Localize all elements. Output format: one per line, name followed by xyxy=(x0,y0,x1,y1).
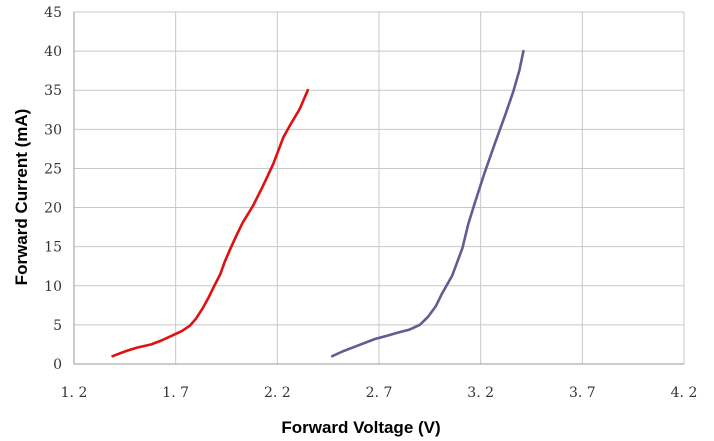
chart-tick-labels: 0 5 10 15 20 25 30 35 40 45 1. 2 1. 7 2. 2 2. 7 3. 2 3.… xyxy=(44,5,697,401)
y-tick-label: 35 xyxy=(44,83,62,99)
series-line-1 xyxy=(111,88,310,358)
y-axis-title: Forward Current (mA) xyxy=(12,109,31,286)
y-tick-label: 25 xyxy=(44,161,62,177)
x-tick-label: 2. 2 xyxy=(264,385,291,401)
y-tick-label: 10 xyxy=(44,279,62,295)
y-tick-label: 45 xyxy=(44,5,62,21)
x-tick-label: 1. 7 xyxy=(162,385,189,401)
chart-axes xyxy=(73,12,684,365)
y-tick-label: 5 xyxy=(53,318,62,334)
x-tick-label: 3. 2 xyxy=(467,385,494,401)
y-tick-label: 0 xyxy=(53,357,62,373)
y-tick-label: 15 xyxy=(44,240,62,256)
x-axis-title: Forward Voltage (V) xyxy=(281,418,440,437)
y-tick-label: 40 xyxy=(44,44,62,60)
x-tick-label: 4. 2 xyxy=(671,385,698,401)
series-line-2 xyxy=(330,49,525,358)
chart-series xyxy=(111,49,525,358)
x-tick-label: 2. 7 xyxy=(366,385,393,401)
y-tick-label: 20 xyxy=(44,201,62,217)
y-tick-label: 30 xyxy=(44,122,62,138)
x-tick-label: 1. 2 xyxy=(61,385,88,401)
x-tick-label: 3. 7 xyxy=(569,385,596,401)
